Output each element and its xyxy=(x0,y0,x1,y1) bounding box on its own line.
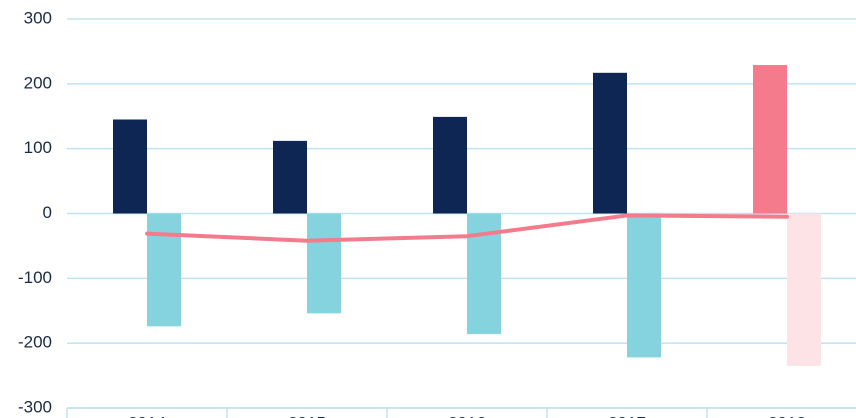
x-tick-label: 2015 xyxy=(288,413,326,418)
x-tick-label: 2016 xyxy=(448,413,486,418)
x-tick-label: 2018 xyxy=(768,413,806,418)
bar xyxy=(753,65,787,214)
y-tick-label: 0 xyxy=(43,203,52,222)
y-tick-label: -300 xyxy=(18,397,52,416)
bar xyxy=(273,140,307,214)
bar xyxy=(433,116,467,214)
y-tick-label: 200 xyxy=(24,73,52,92)
bar xyxy=(627,213,661,358)
y-tick-label: 300 xyxy=(24,8,52,27)
y-tick-label: -100 xyxy=(18,268,52,287)
bar xyxy=(307,213,341,314)
x-tick-label: 2014 xyxy=(128,413,166,418)
y-tick-label: 100 xyxy=(24,138,52,157)
line xyxy=(145,213,789,243)
y-tick-label: -200 xyxy=(18,333,52,352)
bar xyxy=(593,72,627,214)
x-tick-label: 2017 xyxy=(608,413,646,418)
bar xyxy=(787,213,821,366)
bar xyxy=(113,119,147,214)
bar xyxy=(147,213,181,327)
